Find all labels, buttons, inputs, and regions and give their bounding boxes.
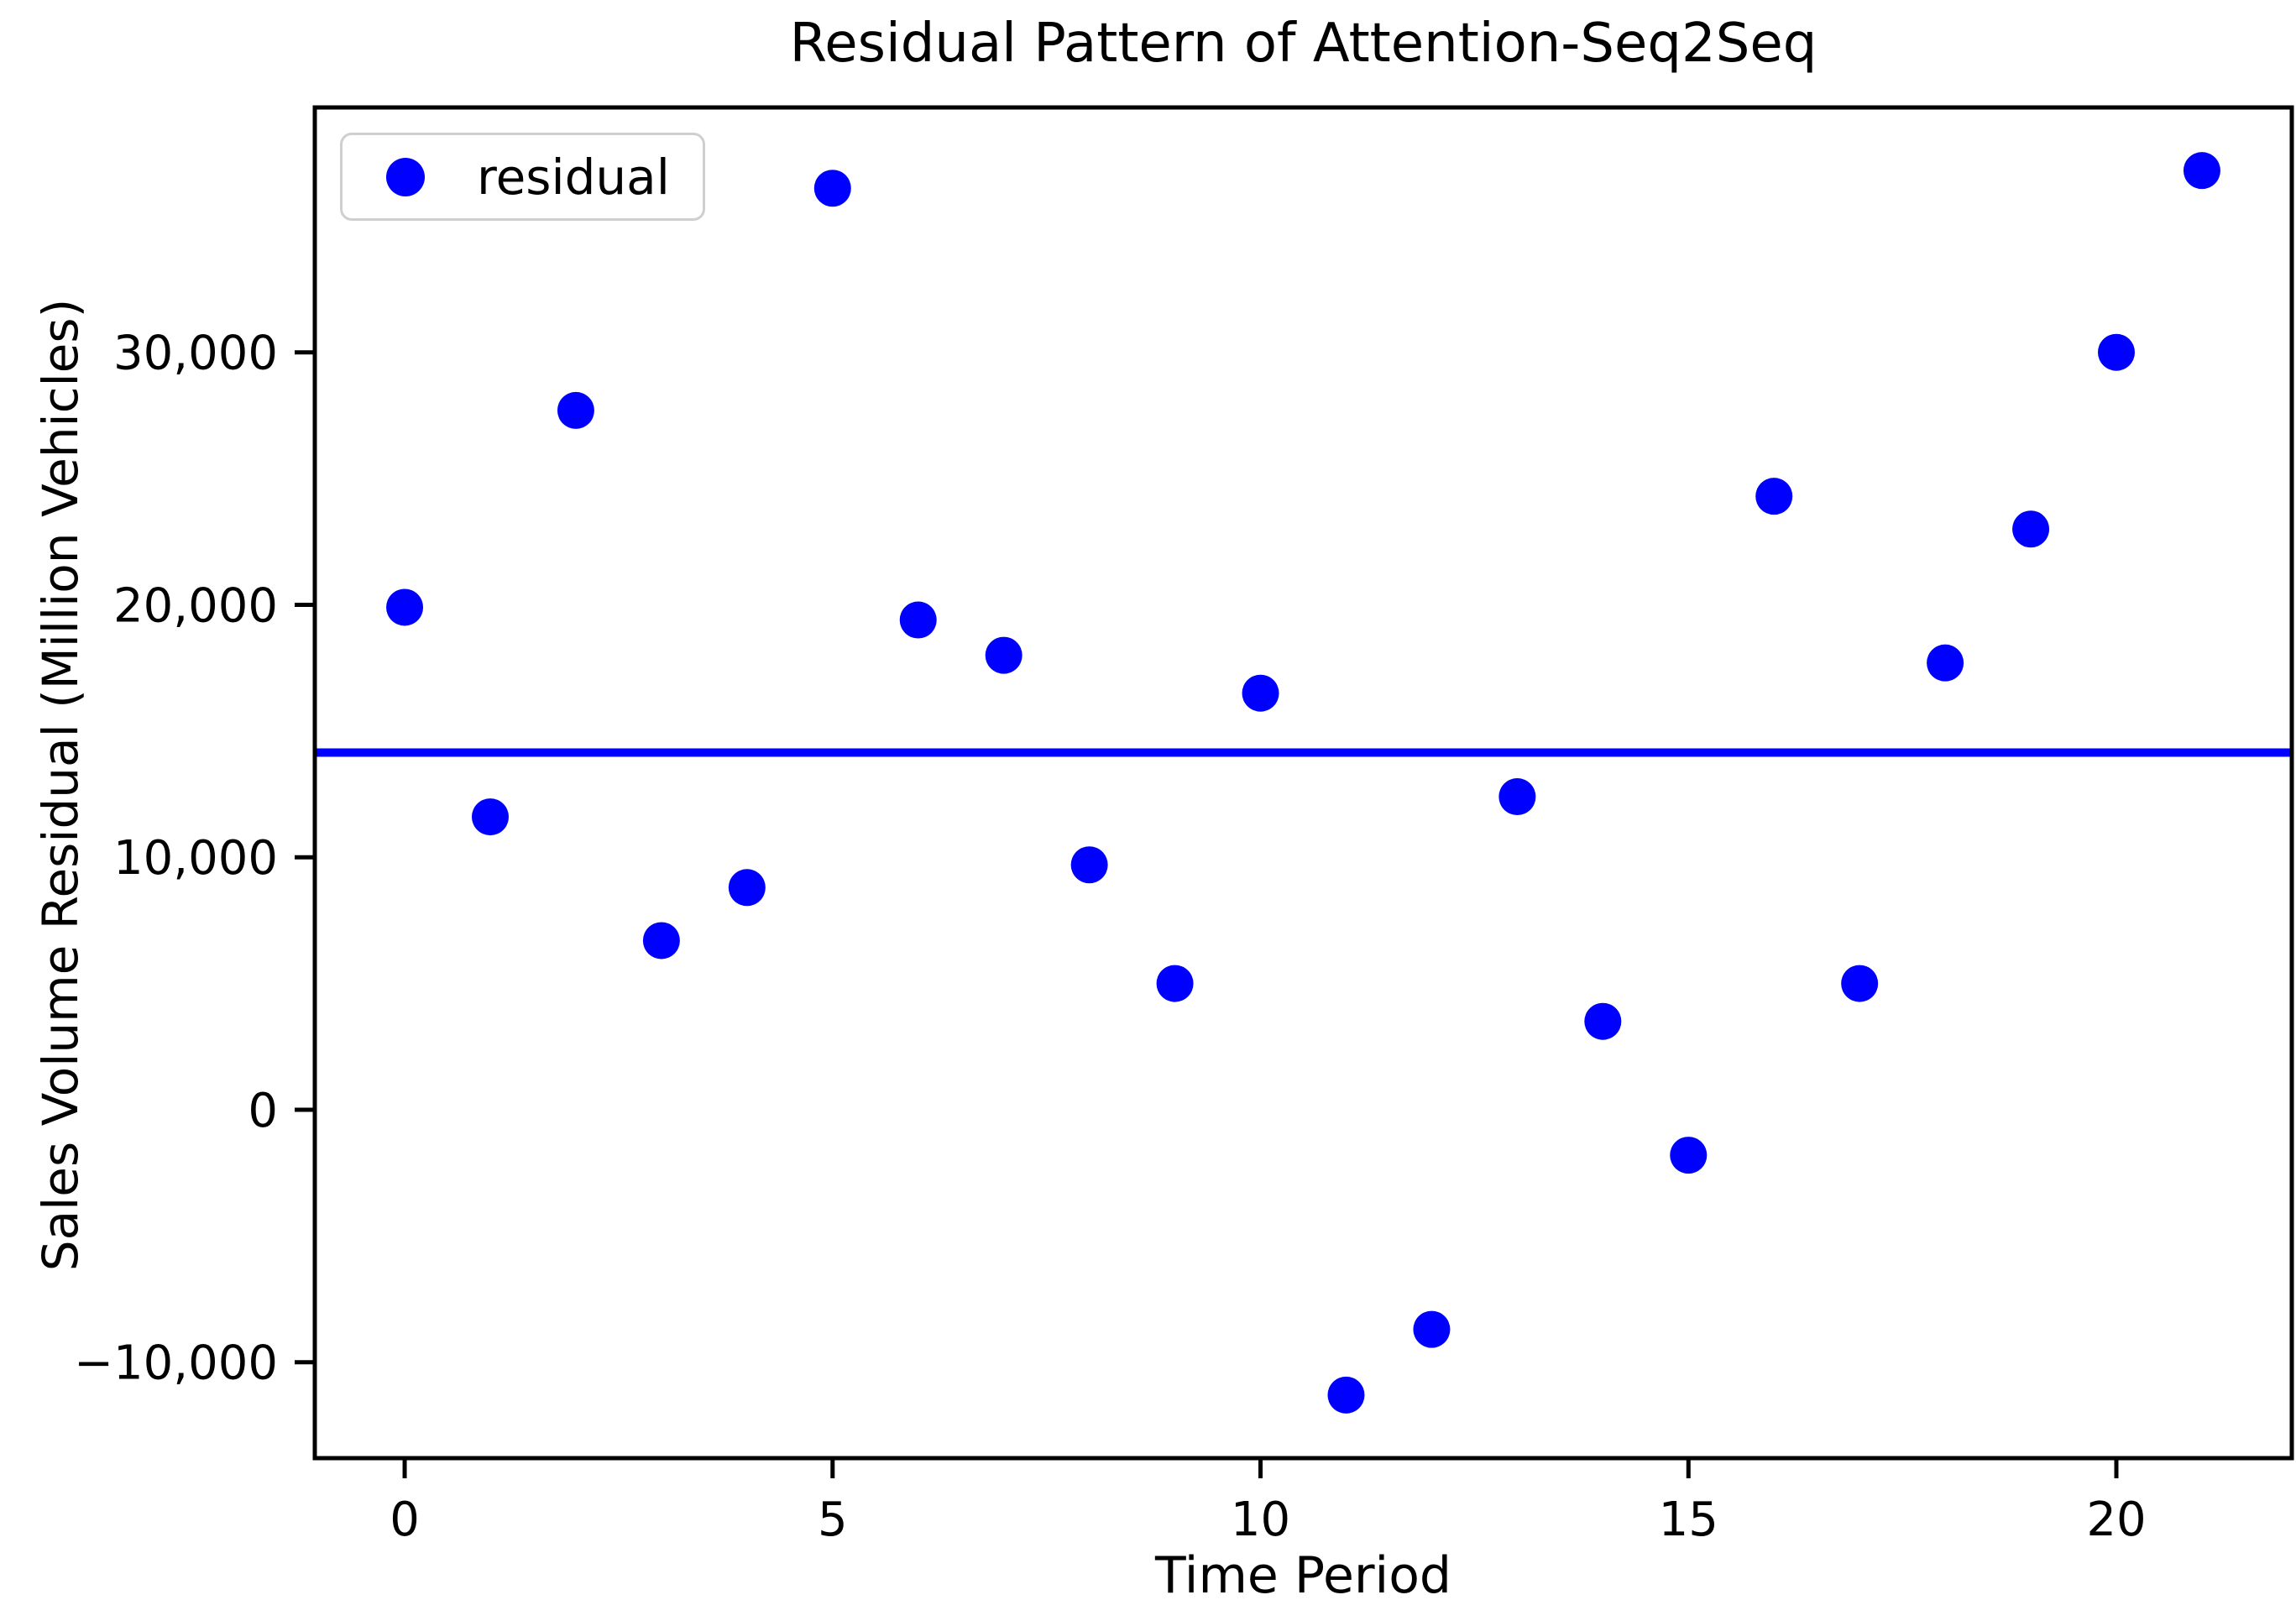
data-point — [557, 391, 594, 429]
data-point — [2012, 510, 2050, 548]
x-tick-label: 0 — [390, 1493, 420, 1547]
data-point — [1498, 778, 1536, 816]
y-tick-label: 20,000 — [113, 578, 278, 633]
data-point — [1841, 965, 1879, 1002]
y-tick-label: 30,000 — [113, 327, 278, 381]
y-tick-label: 10,000 — [113, 831, 278, 886]
data-point — [813, 170, 851, 207]
data-point — [1070, 846, 1108, 884]
data-point — [985, 636, 1022, 674]
data-point — [2098, 333, 2136, 371]
plot-border — [312, 105, 2294, 1461]
data-point — [2183, 152, 2220, 190]
chart-title: Residual Pattern of Attention-Seq2Seq — [789, 13, 1817, 75]
data-point — [728, 869, 766, 907]
x-tick-label: 15 — [1659, 1493, 1718, 1547]
data-point — [1670, 1137, 1708, 1174]
data-point — [1584, 1002, 1622, 1040]
legend: residual — [340, 133, 705, 221]
data-point — [471, 798, 509, 836]
x-tick-label: 5 — [818, 1493, 848, 1547]
data-point — [1327, 1376, 1365, 1414]
x-tick-label: 10 — [1231, 1493, 1290, 1547]
data-point — [899, 601, 937, 639]
data-point — [1242, 674, 1279, 712]
data-point — [1927, 644, 1964, 682]
data-point — [386, 588, 424, 626]
x-axis-label: Time Period — [1155, 1546, 1451, 1605]
legend-label: residual — [477, 148, 670, 206]
x-tick-label: 20 — [2086, 1493, 2146, 1547]
y-tick-label: −10,000 — [74, 1336, 278, 1391]
data-point — [1156, 965, 1194, 1002]
y-tick-label: 0 — [248, 1084, 278, 1138]
data-point — [1755, 478, 1793, 515]
data-point — [1413, 1310, 1451, 1348]
legend-marker-icon — [386, 157, 425, 196]
data-point — [642, 922, 680, 960]
